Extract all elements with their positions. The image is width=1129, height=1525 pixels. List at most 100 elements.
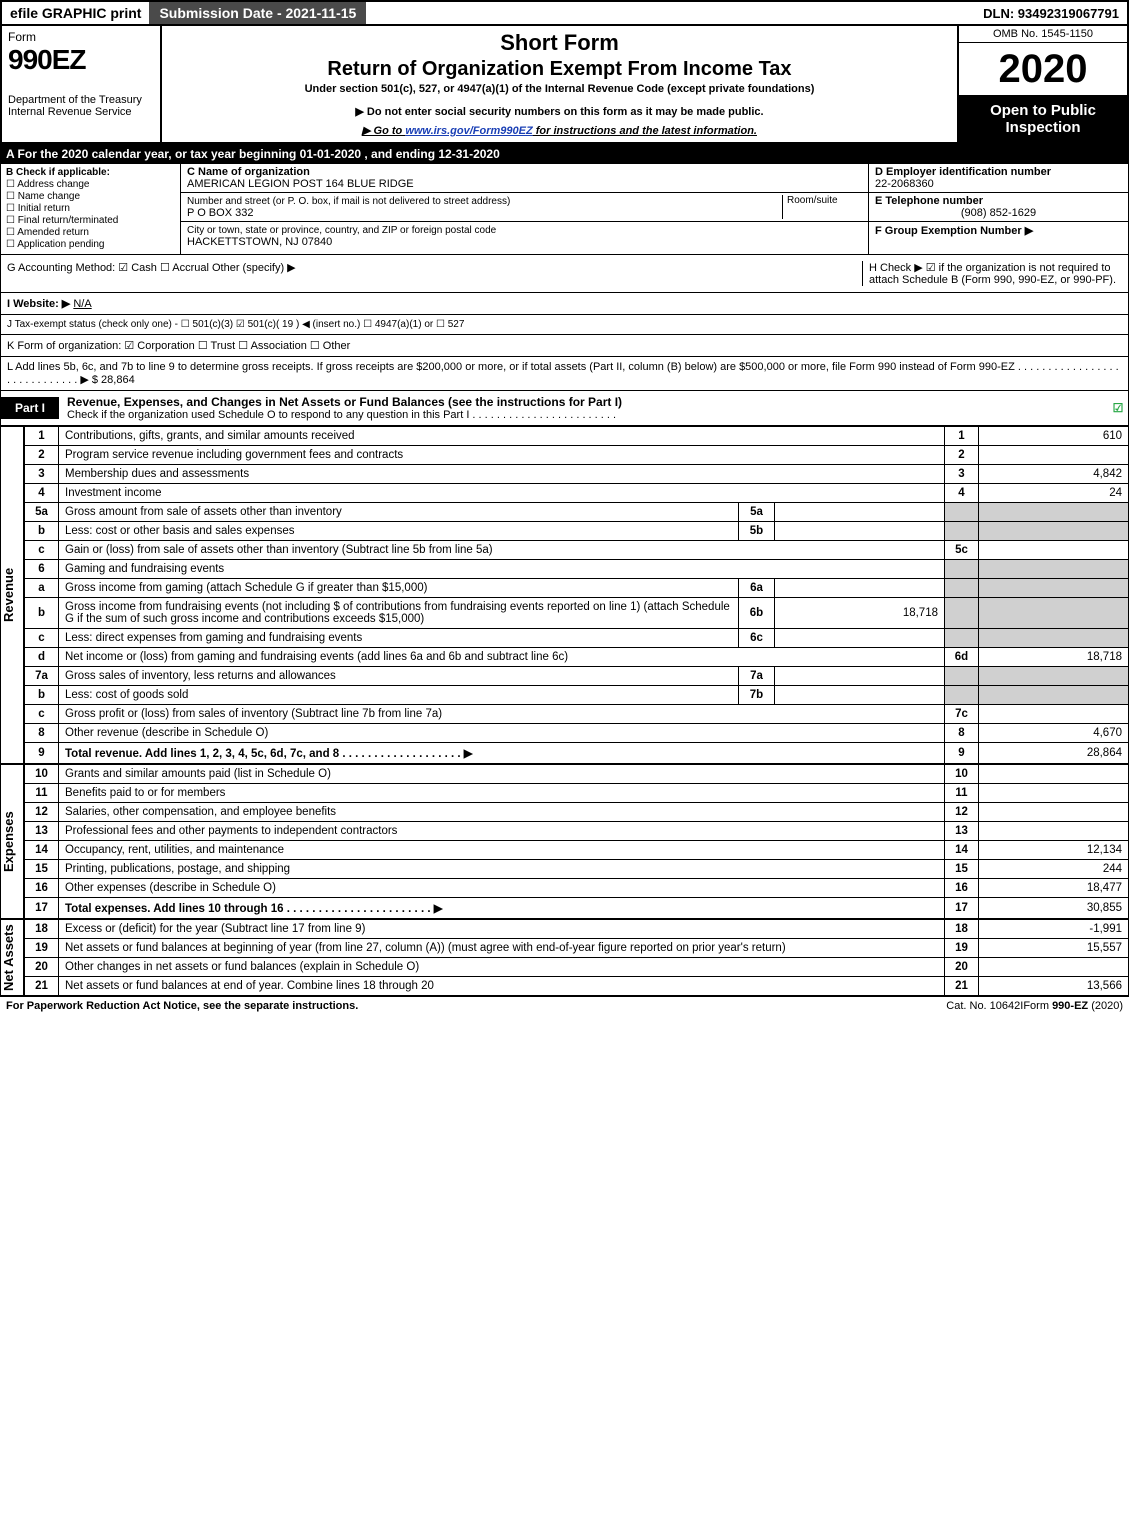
- row11-rnum: 11: [945, 784, 979, 803]
- row3-num: 3: [25, 465, 59, 484]
- row12-num: 12: [25, 803, 59, 822]
- row18-num: 18: [25, 920, 59, 939]
- footer-mid: Cat. No. 10642I: [946, 1000, 1023, 1012]
- row7c-desc: Gross profit or (loss) from sales of inv…: [59, 705, 945, 724]
- row6c-sc: 6c: [739, 629, 775, 648]
- efile-label[interactable]: efile GRAPHIC print: [2, 2, 149, 24]
- header-middle: Short Form Return of Organization Exempt…: [162, 26, 957, 142]
- row19-num: 19: [25, 939, 59, 958]
- row13-rnum: 13: [945, 822, 979, 841]
- dln-label: DLN: 93492319067791: [975, 3, 1127, 24]
- row9-num: 9: [25, 743, 59, 764]
- row10-val: [979, 765, 1129, 784]
- under-section: Under section 501(c), 527, or 4947(a)(1)…: [168, 83, 951, 95]
- goto-link[interactable]: www.irs.gov/Form990EZ: [405, 125, 532, 137]
- row9-val: 28,864: [979, 743, 1129, 764]
- row4-val: 24: [979, 484, 1129, 503]
- row7b-num: b: [25, 686, 59, 705]
- goto-line: ▶ Go to www.irs.gov/Form990EZ for instru…: [168, 124, 951, 137]
- line-j: J Tax-exempt status (check only one) - ☐…: [0, 315, 1129, 335]
- submission-date: Submission Date - 2021-11-15: [149, 2, 366, 24]
- tax-year: 2020: [959, 43, 1127, 96]
- row17-desc: Total expenses. Add lines 10 through 16 …: [59, 898, 945, 919]
- row1-num: 1: [25, 427, 59, 446]
- line-l: L Add lines 5b, 6c, and 7b to line 9 to …: [0, 357, 1129, 391]
- row20-desc: Other changes in net assets or fund bala…: [59, 958, 945, 977]
- row6d-desc: Net income or (loss) from gaming and fun…: [59, 648, 945, 667]
- row15-desc: Printing, publications, postage, and shi…: [59, 860, 945, 879]
- top-bar: efile GRAPHIC print Submission Date - 20…: [0, 0, 1129, 26]
- row10-desc: Grants and similar amounts paid (list in…: [59, 765, 945, 784]
- c-room-label: Room/suite: [782, 195, 862, 219]
- expenses-side-label: Expenses: [0, 764, 24, 919]
- row20-rnum: 20: [945, 958, 979, 977]
- line-k: K Form of organization: ☑ Corporation ☐ …: [0, 335, 1129, 357]
- row3-val: 4,842: [979, 465, 1129, 484]
- row6c-num: c: [25, 629, 59, 648]
- form-header: Form 990EZ Department of the Treasury In…: [0, 26, 1129, 144]
- row14-desc: Occupancy, rent, utilities, and maintena…: [59, 841, 945, 860]
- c-name-value: AMERICAN LEGION POST 164 BLUE RIDGE: [187, 178, 414, 190]
- row19-rnum: 19: [945, 939, 979, 958]
- cb-name-change[interactable]: ☐ Name change: [6, 191, 175, 202]
- page-footer: For Paperwork Reduction Act Notice, see …: [0, 996, 1129, 1015]
- row1-desc: Contributions, gifts, grants, and simila…: [59, 427, 945, 446]
- row8-num: 8: [25, 724, 59, 743]
- row5a-desc: Gross amount from sale of assets other t…: [59, 503, 739, 522]
- line-a: A For the 2020 calendar year, or tax yea…: [0, 144, 1129, 164]
- row10-rnum: 10: [945, 765, 979, 784]
- cb-amended-return[interactable]: ☐ Amended return: [6, 227, 175, 238]
- row12-desc: Salaries, other compensation, and employ…: [59, 803, 945, 822]
- row6c-desc: Less: direct expenses from gaming and fu…: [59, 629, 739, 648]
- row5b-mv: [775, 522, 945, 541]
- row19-desc: Net assets or fund balances at beginning…: [59, 939, 945, 958]
- row6c-mv: [775, 629, 945, 648]
- e-label: E Telephone number: [875, 195, 983, 207]
- row6a-mv: [775, 579, 945, 598]
- short-form-title: Short Form: [168, 30, 951, 56]
- row20-num: 20: [25, 958, 59, 977]
- row6b-sc: 6b: [739, 598, 775, 629]
- expenses-table: 10Grants and similar amounts paid (list …: [24, 764, 1129, 919]
- row5c-rnum: 5c: [945, 541, 979, 560]
- cb-initial-return[interactable]: ☐ Initial return: [6, 203, 175, 214]
- d-value: 22-2068360: [875, 178, 934, 190]
- department-label: Department of the Treasury Internal Reve…: [8, 94, 154, 118]
- row5c-num: c: [25, 541, 59, 560]
- info-block: B Check if applicable: ☐ Address change …: [0, 164, 1129, 255]
- row4-desc: Investment income: [59, 484, 945, 503]
- row17-rnum: 17: [945, 898, 979, 919]
- row18-val: -1,991: [979, 920, 1129, 939]
- row7b-sc: 7b: [739, 686, 775, 705]
- row6b-desc: Gross income from fundraising events (no…: [59, 598, 739, 629]
- open-to-public: Open to Public Inspection: [959, 96, 1127, 142]
- row7b-desc: Less: cost of goods sold: [59, 686, 739, 705]
- row13-desc: Professional fees and other payments to …: [59, 822, 945, 841]
- row7c-num: c: [25, 705, 59, 724]
- row21-num: 21: [25, 977, 59, 996]
- row12-val: [979, 803, 1129, 822]
- part1-check: ☑: [1108, 401, 1128, 415]
- c-city-value: HACKETTSTOWN, NJ 07840: [187, 236, 332, 248]
- row13-val: [979, 822, 1129, 841]
- row5a-mv: [775, 503, 945, 522]
- row6d-num: d: [25, 648, 59, 667]
- d-label: D Employer identification number: [875, 166, 1051, 178]
- cb-final-return[interactable]: ☐ Final return/terminated: [6, 215, 175, 226]
- row2-val: [979, 446, 1129, 465]
- row10-num: 10: [25, 765, 59, 784]
- row14-val: 12,134: [979, 841, 1129, 860]
- cb-address-change[interactable]: ☐ Address change: [6, 179, 175, 190]
- box-b-title: B Check if applicable:: [6, 167, 175, 178]
- revenue-side-label: Revenue: [0, 426, 24, 764]
- row12-rnum: 12: [945, 803, 979, 822]
- row3-rnum: 3: [945, 465, 979, 484]
- row21-rnum: 21: [945, 977, 979, 996]
- expenses-section: Expenses 10Grants and similar amounts pa…: [0, 764, 1129, 919]
- row1-val: 610: [979, 427, 1129, 446]
- cb-application-pending[interactable]: ☐ Application pending: [6, 239, 175, 250]
- row13-num: 13: [25, 822, 59, 841]
- row16-num: 16: [25, 879, 59, 898]
- form-word: Form: [8, 30, 154, 44]
- row7a-desc: Gross sales of inventory, less returns a…: [59, 667, 739, 686]
